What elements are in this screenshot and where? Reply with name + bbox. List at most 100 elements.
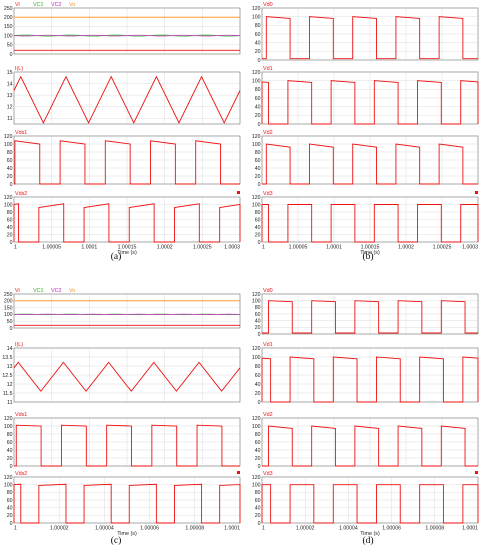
x-tick-label: 1.00008 (185, 526, 204, 532)
y-tick-label: 250 (4, 292, 13, 298)
legend-entry: Vi (15, 2, 20, 8)
legend-entry: Vi (15, 288, 20, 294)
y-tick-label: 100 (4, 33, 13, 39)
signal-label: Vd0 (263, 2, 273, 8)
signal-label: I(L) (15, 342, 23, 348)
y-tick-label: 0 (258, 58, 261, 64)
y-tick-label: 200 (4, 299, 13, 305)
x-tick-label: 1.0002 (398, 245, 414, 251)
y-tick-label: 100 (252, 14, 261, 20)
y-tick-label: 15 (7, 70, 13, 76)
signal-label: Vd1 (263, 66, 273, 72)
y-tick-label: 80 (7, 150, 13, 156)
y-tick-label: 12 (7, 382, 13, 388)
y-tick-label: 100 (4, 202, 13, 208)
voltage-trace (261, 356, 479, 403)
x-tick-label: 1.00002 (50, 526, 69, 532)
y-tick-label: 80 (255, 305, 261, 311)
y-tick-label: 120 (252, 134, 261, 140)
y-tick-label: 100 (4, 482, 13, 488)
y-tick-label: 20 (255, 325, 261, 331)
y-tick-label: 20 (255, 49, 261, 55)
y-tick-label: 80 (255, 87, 261, 93)
x-tick-label: 1.00008 (425, 526, 444, 532)
x-tick-label: 1.0001 (81, 245, 97, 251)
y-tick-label: 0 (10, 52, 13, 58)
voltage-trace (261, 484, 479, 524)
x-tick-label: 1.00025 (193, 245, 212, 251)
y-tick-label: 120 (252, 416, 261, 422)
signal-label: Vds2 (15, 191, 27, 197)
caption-c: (c) (111, 535, 122, 546)
y-tick-label: 80 (255, 150, 261, 156)
legend-entry: VC2 (51, 288, 62, 294)
x-tick-label: 1 (262, 245, 265, 251)
y-tick-label: 13 (7, 364, 13, 370)
y-tick-label: 40 (255, 382, 261, 388)
caption-d: (d) (362, 535, 373, 546)
y-tick-label: 100 (4, 142, 13, 148)
y-tick-label: 40 (7, 448, 13, 454)
y-tick-label: 20 (255, 513, 261, 519)
marker-square (475, 191, 478, 194)
y-tick-label: 0 (258, 332, 261, 338)
y-tick-label: 0 (258, 182, 261, 188)
x-tick-label: 1.00004 (339, 526, 358, 532)
signal-label: Vd2 (263, 130, 273, 136)
y-tick-label: 40 (7, 225, 13, 231)
y-tick-label: 11 (7, 116, 12, 122)
y-tick-label: 120 (4, 195, 13, 201)
y-tick-label: 20 (255, 391, 261, 397)
y-tick-label: 80 (255, 23, 261, 29)
y-tick-label: 0 (258, 521, 261, 527)
y-tick-label: 120 (252, 475, 261, 481)
chart-a2: 11 12 13 14 15I(L) (7, 66, 241, 125)
x-tick-label: 1.00015 (118, 245, 137, 251)
caption-b: (b) (362, 251, 373, 262)
y-tick-label: 120 (252, 346, 261, 352)
current-trace (13, 361, 241, 392)
x-tick-label: 1.0001 (462, 526, 478, 532)
y-tick-label: 100 (252, 424, 261, 430)
y-tick-label: 100 (4, 424, 13, 430)
x-tick-label: 1.0003 (462, 245, 478, 251)
legend-entry: Vo (69, 288, 75, 294)
x-tick-label: 1 (14, 526, 17, 532)
y-tick-label: 80 (255, 490, 261, 496)
voltage-trace (14, 140, 240, 185)
x-tick-label: 1.00025 (433, 245, 452, 251)
x-axis-label: Time (s) (117, 531, 137, 537)
y-tick-label: 40 (255, 448, 261, 454)
y-tick-label: 0 (258, 122, 261, 128)
y-tick-label: 14 (7, 81, 13, 87)
y-tick-label: 20 (255, 113, 261, 119)
y-tick-label: 60 (7, 217, 13, 223)
y-tick-label: 80 (7, 210, 13, 216)
y-tick-label: 60 (255, 373, 261, 379)
y-tick-label: 120 (252, 195, 261, 201)
y-tick-label: 40 (7, 166, 13, 172)
x-axis-label: Time (s) (360, 531, 380, 537)
y-tick-label: 20 (255, 232, 261, 238)
y-tick-label: 80 (255, 364, 261, 370)
x-tick-label: 1 (14, 245, 17, 251)
y-tick-label: 20 (7, 456, 13, 462)
signal-label: Vds2 (15, 471, 27, 477)
y-tick-label: 12 (7, 104, 13, 110)
y-tick-label: 80 (255, 210, 261, 216)
signal-label: Vd2 (263, 412, 273, 418)
x-tick-label: 1.00002 (296, 526, 315, 532)
y-tick-label: 13 (7, 93, 13, 99)
chart-c2: 11 11.5 12 12.5 13 13.5 14I(L) (2, 342, 241, 406)
y-tick-label: 40 (7, 505, 13, 511)
x-tick-label: 1.0003 (224, 245, 240, 251)
x-tick-label: 1.00005 (42, 245, 61, 251)
y-tick-label: 20 (7, 513, 13, 519)
y-tick-label: 60 (255, 96, 261, 102)
